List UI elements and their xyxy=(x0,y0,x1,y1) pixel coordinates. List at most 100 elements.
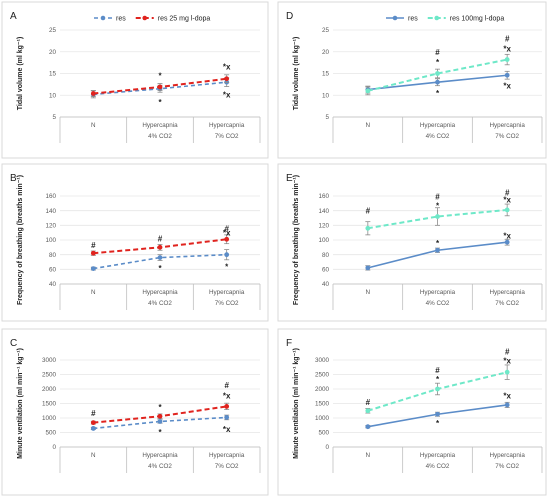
y-tick-label: 3000 xyxy=(42,357,57,364)
legend-marker xyxy=(142,15,148,21)
significance-mark: # xyxy=(224,224,229,233)
significance-mark: *x xyxy=(503,357,511,366)
y-tick-label: 2000 xyxy=(315,386,330,393)
x-tick-sublabel: 4% CO2 xyxy=(426,300,450,307)
x-tick-label: N xyxy=(366,289,371,296)
data-point xyxy=(435,247,440,253)
y-tick-label: 60 xyxy=(322,267,330,274)
significance-mark: *x xyxy=(503,232,511,241)
y-tick-label: 500 xyxy=(318,430,329,437)
y-tick-label: 120 xyxy=(45,223,56,230)
significance-mark: # xyxy=(505,35,510,44)
panel-letter: E xyxy=(286,173,293,184)
x-tick-label: N xyxy=(91,122,96,129)
x-tick-label: Hypercapnia xyxy=(489,122,525,129)
legend: res res 25 mg l-dopa xyxy=(94,16,210,23)
series-res xyxy=(365,238,510,271)
data-point xyxy=(157,413,163,419)
series-res-25-mg-l-dopa xyxy=(90,74,230,97)
data-point xyxy=(157,255,163,260)
y-tick-label: 2500 xyxy=(42,372,57,379)
y-tick-label: 120 xyxy=(318,223,329,230)
panel-f: F 0 500 1000 1500 2000 2500 3000 N Hypercapnia 4% … xyxy=(277,328,547,496)
series-res xyxy=(365,401,510,430)
data-point xyxy=(224,404,230,409)
significance-mark: * xyxy=(225,262,229,271)
data-point xyxy=(504,207,510,213)
panel-e: E 40 60 80 100 120 140 160 N Hypercapnia 4% CO2 Hyp… xyxy=(277,163,547,322)
y-tick-label: 1500 xyxy=(315,401,330,408)
significance-mark: *x xyxy=(503,196,511,205)
panel-b: B 40 60 80 100 120 140 160 N Hypercapnia 4% CO2 Hyp… xyxy=(1,163,269,322)
data-point xyxy=(365,225,371,231)
x-tick-label: Hypercapnia xyxy=(209,289,245,296)
y-tick-label: 3000 xyxy=(315,357,330,364)
significance-mark: * xyxy=(158,72,162,81)
data-point xyxy=(224,76,230,82)
y-tick-label: 160 xyxy=(45,193,56,200)
panel-letter: F xyxy=(286,338,292,349)
x-tick-label: N xyxy=(366,122,371,129)
y-tick-label: 140 xyxy=(318,208,329,215)
data-point xyxy=(90,266,96,271)
significance-mark: * xyxy=(158,264,162,273)
legend-marker xyxy=(100,15,106,21)
x-tick-label: N xyxy=(91,452,96,459)
y-tick-label: 0 xyxy=(325,444,329,451)
panel-a: A 5 10 15 20 25 N Hypercapnia 4% CO2 Hypercapnia 7… xyxy=(1,1,269,159)
data-point xyxy=(365,88,371,94)
x-tick-label: Hypercapnia xyxy=(142,452,178,459)
x-tick-sublabel: 7% CO2 xyxy=(215,300,239,307)
x-tick-label: N xyxy=(91,289,96,296)
data-point xyxy=(90,250,96,256)
panel-frame xyxy=(1,163,269,322)
panel-letter: D xyxy=(286,11,293,22)
panel-letter: A xyxy=(10,11,17,22)
significance-mark: # xyxy=(366,398,371,407)
x-tick-label: Hypercapnia xyxy=(209,452,245,459)
y-tick-label: 100 xyxy=(318,237,329,244)
series-line xyxy=(93,253,227,270)
data-point xyxy=(435,411,440,417)
significance-mark: * xyxy=(158,98,162,107)
y-tick-label: 160 xyxy=(318,193,329,200)
data-point xyxy=(90,426,96,431)
legend-label: res xyxy=(116,16,126,23)
data-point xyxy=(90,420,96,426)
series-res-100mg-l-dopa xyxy=(365,53,510,96)
significance-mark: * xyxy=(436,239,440,248)
y-tick-label: 5 xyxy=(52,114,56,121)
series-res xyxy=(90,249,230,271)
y-axis-label: Tidal volume (ml kg⁻¹) xyxy=(293,37,300,111)
significance-mark: * xyxy=(436,419,440,428)
significance-mark: # xyxy=(435,193,440,202)
x-tick-label: Hypercapnia xyxy=(142,122,178,129)
data-point xyxy=(435,79,440,85)
legend-label: res 100mg l-dopa xyxy=(450,16,505,23)
x-tick-label: Hypercapnia xyxy=(142,289,178,296)
series-res-100mg-l-dopa xyxy=(365,203,510,236)
y-tick-label: 25 xyxy=(49,27,57,34)
series-res xyxy=(90,414,230,431)
panel-frame xyxy=(277,1,547,159)
data-point xyxy=(504,239,510,245)
x-tick-sublabel: 4% CO2 xyxy=(426,463,450,470)
x-tick-sublabel: 7% CO2 xyxy=(495,463,519,470)
y-tick-label: 80 xyxy=(322,252,330,259)
panel-c: C 0 500 1000 1500 2000 2500 3000 N Hypercapnia 4% … xyxy=(1,328,269,496)
data-point xyxy=(504,72,510,78)
data-point xyxy=(224,415,230,420)
significance-mark: *x xyxy=(223,90,231,99)
data-point xyxy=(365,265,371,271)
y-tick-label: 140 xyxy=(45,208,56,215)
x-tick-label: Hypercapnia xyxy=(420,122,456,129)
legend-marker xyxy=(434,15,440,21)
y-tick-label: 500 xyxy=(45,430,56,437)
significance-mark: *x xyxy=(503,82,511,91)
x-tick-sublabel: 4% CO2 xyxy=(148,133,172,140)
significance-mark: # xyxy=(91,241,96,250)
x-tick-sublabel: 7% CO2 xyxy=(215,133,239,140)
data-point xyxy=(504,57,510,62)
significance-mark: # xyxy=(435,48,440,57)
